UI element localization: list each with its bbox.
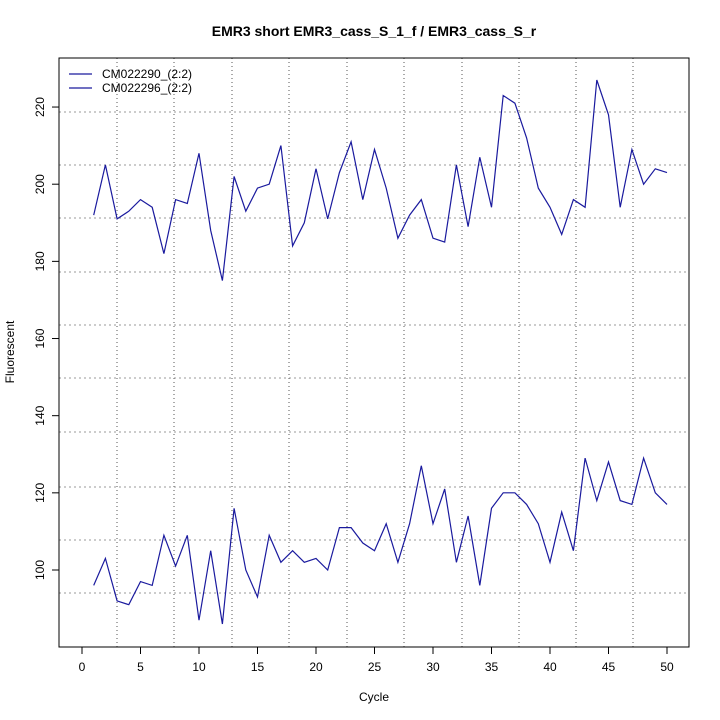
x-tick-label: 10 bbox=[192, 660, 206, 674]
y-tick-label: 140 bbox=[33, 405, 47, 425]
x-tick-label: 0 bbox=[79, 660, 86, 674]
series-line-2 bbox=[93, 455, 668, 625]
plot-frame bbox=[58, 57, 690, 648]
series-lines bbox=[93, 79, 668, 625]
x-tick-label: 30 bbox=[426, 660, 440, 674]
y-axis: 100 120 140 160 180 200 220 bbox=[33, 97, 60, 580]
x-axis: 0 5 10 15 20 25 30 35 40 45 50 bbox=[79, 646, 674, 674]
x-tick-label: 45 bbox=[602, 660, 616, 674]
x-axis-label: Cycle bbox=[359, 690, 389, 704]
y-axis-label: Fluorescent bbox=[3, 320, 17, 383]
x-tick-label: 15 bbox=[251, 660, 265, 674]
x-tick-label: 40 bbox=[543, 660, 557, 674]
x-tick-label: 20 bbox=[309, 660, 323, 674]
legend-label: CM022296_(2:2) bbox=[102, 81, 192, 95]
x-tick-label: 50 bbox=[660, 660, 674, 674]
legend: CM022290_(2:2)CM022296_(2:2) bbox=[69, 67, 192, 95]
x-tick-label: 35 bbox=[485, 660, 499, 674]
y-tick-label: 180 bbox=[33, 251, 47, 271]
series-line-1 bbox=[93, 79, 668, 281]
legend-label: CM022290_(2:2) bbox=[102, 67, 192, 81]
chart-title: EMR3 short EMR3_cass_S_1_f / EMR3_cass_S… bbox=[212, 23, 537, 39]
y-tick-label: 220 bbox=[33, 97, 47, 117]
y-tick-label: 200 bbox=[33, 174, 47, 194]
x-tick-label: 25 bbox=[368, 660, 382, 674]
grid bbox=[59, 58, 689, 647]
y-tick-label: 120 bbox=[33, 483, 47, 503]
y-tick-label: 160 bbox=[33, 328, 47, 348]
y-tick-label: 100 bbox=[33, 560, 47, 580]
x-tick-label: 5 bbox=[137, 660, 144, 674]
